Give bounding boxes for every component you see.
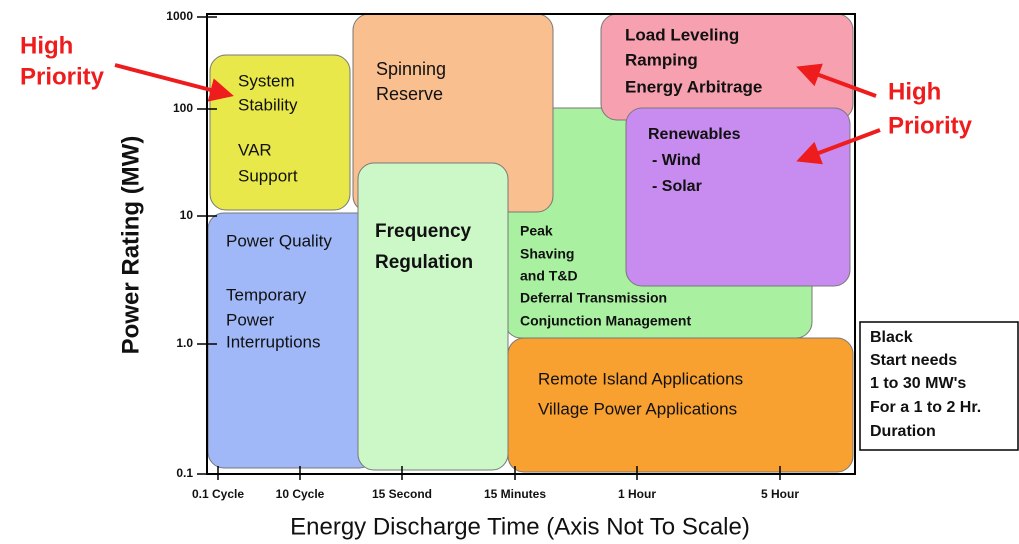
x-tick-label: 10 Cycle: [276, 487, 325, 501]
box-label: Peak: [520, 223, 553, 239]
box-label: Frequency: [375, 221, 472, 242]
box-label: Support: [238, 166, 298, 185]
plot-frame: [206, 13, 856, 475]
y-tick-label: 1000: [166, 9, 193, 23]
callout: Priority: [20, 63, 105, 90]
boxes: Peak Shaving and T&D Deferral Transmission C…: [207, 13, 854, 473]
note-text: Duration: [870, 423, 936, 440]
box-label: Stability: [238, 95, 298, 114]
y-axis-title: Power Rating (MW): [117, 136, 144, 355]
x-tick-label: 1 Hour: [618, 487, 656, 501]
box-label: VAR: [238, 140, 272, 159]
box: [357, 162, 509, 471]
note-text: For a 1 to 2 Hr.: [870, 399, 981, 416]
box-label: Ramping: [625, 50, 698, 69]
box: [625, 107, 851, 287]
box-label: Reserve: [376, 84, 443, 104]
note-text: 1 to 30 MW's: [870, 375, 966, 392]
note-text: Start needs: [870, 352, 957, 369]
box-label: and T&D: [520, 268, 578, 284]
box-label: Load Leveling: [625, 25, 739, 44]
x-tick-label: 15 Minutes: [484, 487, 546, 501]
box-label: Deferral Transmission: [520, 290, 667, 306]
box-label: Remote Island Applications: [538, 369, 743, 388]
box-label: - Wind: [652, 152, 701, 169]
box-label: - Solar: [652, 178, 702, 195]
box-label: Spinning: [376, 59, 446, 79]
arrow: [796, 63, 877, 98]
box-label: Renewables: [648, 126, 741, 143]
x-axis-title: Energy Discharge Time (Axis Not To Scale…: [290, 513, 750, 540]
y-tick-label: 100: [173, 101, 193, 115]
box-label: System: [238, 71, 295, 90]
box-label: Village Power Applications: [538, 399, 737, 418]
x-tick-label: 15 Second: [372, 487, 432, 501]
x-tick-label: 0.1 Cycle: [192, 487, 244, 501]
note-text: Black: [870, 329, 913, 346]
arrow: [114, 63, 234, 102]
arrow: [796, 128, 881, 165]
callout: Priority: [888, 112, 973, 139]
box-label: Energy Arbitrage: [625, 77, 762, 96]
box-label: Power Quality: [226, 231, 332, 250]
box-label: Power: [226, 310, 275, 329]
box-label: Regulation: [375, 252, 473, 273]
x-tick-label: 5 Hour: [761, 487, 799, 501]
note-box: [859, 321, 1019, 451]
box-label: Temporary: [226, 285, 307, 304]
y-tick-label: 1.0: [176, 336, 193, 350]
box-label: Conjunction Management: [520, 313, 691, 329]
box: [209, 54, 351, 211]
callout: High: [888, 78, 941, 105]
callout: High: [20, 32, 73, 59]
y-tick-label: 10: [180, 208, 194, 222]
box-label: Shaving: [520, 246, 574, 262]
box-label: Interruptions: [226, 332, 321, 351]
y-tick-label: 0.1: [176, 466, 193, 480]
